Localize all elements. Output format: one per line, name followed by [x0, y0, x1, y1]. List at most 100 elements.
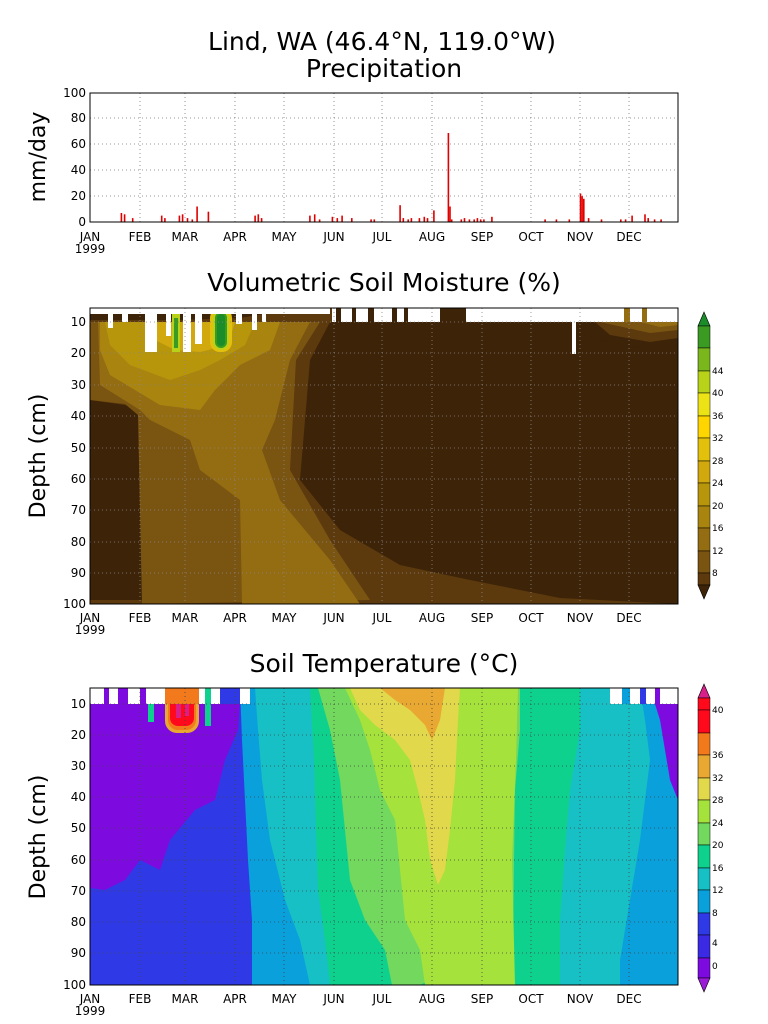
moisture-contours: [90, 308, 678, 604]
temperature-ytick: 70: [71, 884, 86, 898]
colorbar-cell: [697, 709, 711, 734]
colorbar-cell: [697, 527, 711, 552]
precip-xticks: JAN FEB MAR APR MAY JUN JUL AUG SEP OCT …: [75, 230, 642, 256]
month-label: AUG: [419, 992, 445, 1006]
precip-bar: [463, 218, 466, 222]
month-label: JUN: [322, 992, 344, 1006]
colorbar-cell: [697, 415, 711, 439]
moisture-ytick: 60: [71, 472, 86, 486]
precip-bar: [579, 193, 582, 222]
colorbar-arrow-top: [697, 683, 711, 699]
colorbar-cell: [697, 777, 711, 801]
precip-bar: [407, 219, 409, 222]
colorbar-label: 12: [712, 547, 723, 557]
temperature-title: Soil Temperature (°C): [250, 649, 519, 678]
colorbar-label: 24: [712, 819, 724, 829]
temperature-xticks: JAN FEB MAR APR MAY JUN JUL AUG SEP OCT …: [75, 992, 642, 1018]
month-label: JUL: [371, 230, 391, 244]
precip-bar: [544, 219, 546, 222]
colorbar-label: 20: [712, 502, 724, 512]
precip-bar: [318, 219, 321, 222]
temperature-yticks: 10 20 30 40 50 60 70 80 90 100: [63, 697, 86, 992]
precip-bar: [399, 205, 401, 222]
temperature-ytick: 90: [71, 946, 86, 960]
precip-bar: [433, 210, 435, 222]
month-label: AUG: [419, 611, 445, 625]
colorbar-cell: [697, 732, 711, 756]
precip-bar: [341, 215, 343, 223]
month-label: MAR: [172, 230, 199, 244]
temperature-frame: [89, 687, 679, 986]
colorbar-cell: [697, 799, 711, 824]
colorbar-cell: [697, 754, 711, 779]
month-label: DEC: [616, 992, 641, 1006]
precip-bar: [254, 215, 256, 223]
colorbar-label: 40: [712, 706, 724, 716]
precip-bar: [473, 219, 475, 222]
month-label: MAY: [272, 611, 298, 625]
colorbar-label: 44: [712, 367, 724, 377]
precip-bar: [555, 219, 558, 222]
precip-bar: [370, 219, 372, 222]
precip-bar: [351, 218, 353, 222]
moisture-ytick: 100: [63, 597, 86, 611]
colorbar-cell: [697, 482, 711, 507]
precip-bar: [331, 216, 334, 222]
month-label: SEP: [471, 230, 493, 244]
colorbar-cell: [697, 550, 711, 574]
precip-bar: [568, 219, 571, 222]
colorbar-label: 32: [712, 774, 723, 784]
month-label: JUL: [371, 992, 391, 1006]
colorbar-cell: [697, 912, 711, 936]
precip-bar: [207, 211, 210, 222]
precip-bar: [423, 216, 426, 222]
precip-frame: [89, 92, 679, 223]
precip-bars: [120, 133, 662, 223]
precip-bar: [181, 214, 184, 222]
temperature-grid: [90, 688, 678, 985]
temperature-ytick: 100: [63, 978, 86, 992]
precip-bar: [450, 219, 453, 222]
colorbar-cell: [697, 437, 711, 462]
precip-bar: [460, 219, 463, 222]
month-label: APR: [223, 992, 247, 1006]
precip-ytick: 60: [71, 137, 86, 151]
precip-bar: [647, 218, 649, 222]
precip-bar: [336, 218, 339, 222]
colorbar-cell: [697, 505, 711, 529]
moisture-ytick: 20: [71, 346, 86, 360]
month-label: JUL: [371, 611, 391, 625]
month-label: NOV: [567, 611, 594, 625]
month-label: DEC: [616, 611, 641, 625]
colorbar-label: 28: [712, 796, 724, 806]
moisture-ytick: 30: [71, 378, 86, 392]
month-label: APR: [223, 611, 247, 625]
month-label: JUN: [322, 611, 344, 625]
month-label: JAN: [79, 992, 101, 1006]
month-label: APR: [223, 230, 247, 244]
colorbar-cell: [697, 460, 711, 484]
temperature-ytick: 60: [71, 853, 86, 867]
precip-ytick: 20: [71, 189, 86, 203]
month-label: OCT: [518, 611, 544, 625]
precip-bar: [164, 218, 166, 222]
precip-bar: [624, 219, 627, 222]
precip-bar: [402, 218, 405, 222]
precip-bar: [257, 214, 260, 222]
precip-bar: [660, 219, 662, 222]
precip-bar: [631, 215, 633, 223]
precip-yticks: 0 20 40 60 80 100: [63, 86, 86, 229]
month-label: SEP: [471, 992, 493, 1006]
month-label: FEB: [129, 230, 152, 244]
colorbar-label: 0: [712, 962, 718, 972]
colorbar-arrow-bottom: [697, 977, 711, 993]
month-label: JAN: [79, 230, 101, 244]
precip-bar: [260, 218, 263, 222]
precip-ylabel: mm/day: [26, 112, 51, 203]
precip-ytick: 0: [78, 215, 86, 229]
precip-bar: [123, 214, 126, 222]
temperature-ytick: 40: [71, 790, 86, 804]
moisture-frame: [89, 307, 679, 605]
colorbar-label: 16: [712, 524, 724, 534]
precip-bar: [196, 206, 198, 222]
